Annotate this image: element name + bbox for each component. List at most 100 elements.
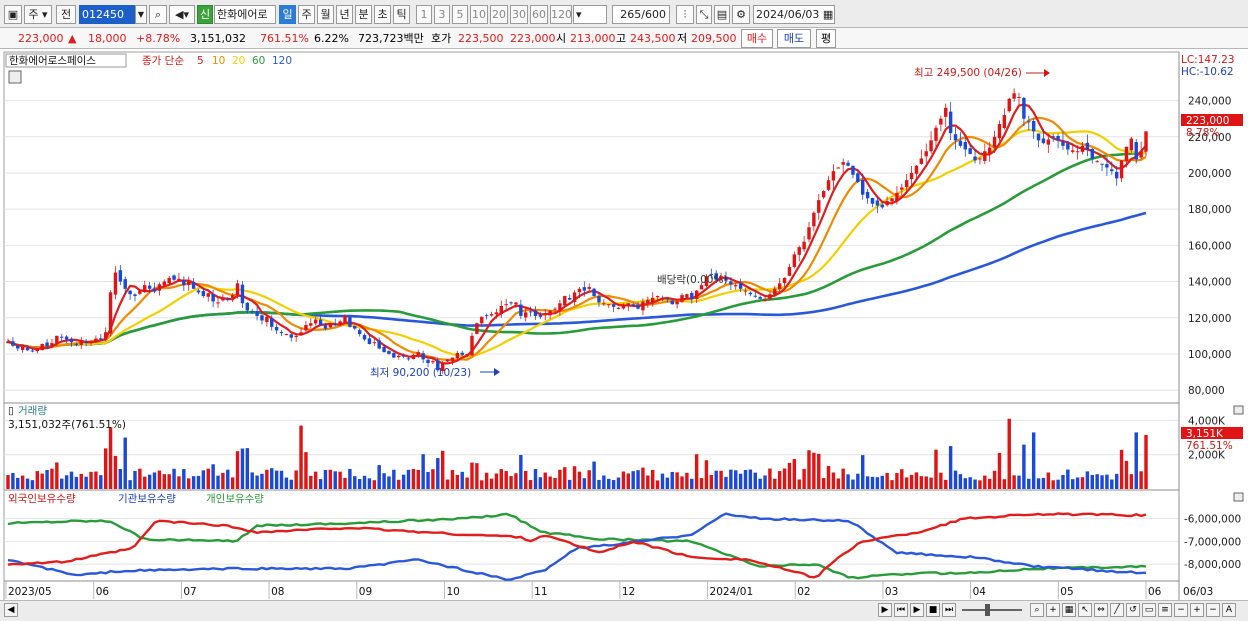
last-page-icon[interactable]: ⏭	[942, 603, 956, 617]
period-tab[interactable]: 년	[336, 5, 353, 24]
institution-holdings-line	[7, 512, 1147, 582]
candle-body	[861, 179, 865, 195]
gear-icon[interactable]: ⚙	[732, 5, 750, 24]
grid-icon[interactable]: ▦	[1062, 603, 1076, 617]
volume-bar	[519, 454, 523, 489]
ma-10-label: 10	[212, 55, 225, 67]
count-field[interactable]: 265/600	[612, 5, 670, 24]
stock-code-input[interactable]: 012450	[79, 5, 135, 24]
interval-button[interactable]: 3	[434, 5, 450, 24]
volume-bar	[777, 471, 782, 489]
volume-bar	[904, 477, 909, 489]
volume-bar	[294, 470, 298, 489]
volume-bar	[157, 470, 162, 489]
sell-button[interactable]: 매도	[777, 29, 811, 48]
save-icon[interactable]: ▤	[714, 5, 730, 24]
zoom-slider-track[interactable]	[962, 609, 1022, 611]
holdings-panel-close-icon[interactable]	[1233, 492, 1244, 502]
candle-body	[167, 277, 171, 284]
zoom-in-icon[interactable]: ⌕	[1030, 603, 1044, 617]
interval-button[interactable]: 1	[416, 5, 432, 24]
date-field[interactable]: 2024/06/03 ▦	[753, 5, 835, 24]
eval-button[interactable]: 평	[816, 29, 836, 48]
candle-body	[64, 336, 69, 340]
volume-bar	[69, 471, 74, 489]
candle-type-icon[interactable]: ⫶	[676, 5, 694, 24]
font-size-icon[interactable]: A	[1222, 603, 1236, 617]
ma-60-line	[7, 151, 1147, 349]
zoom-minus-icon[interactable]: −	[1174, 603, 1188, 617]
volume-bar	[470, 462, 474, 489]
annotation-low-arrowhead	[494, 368, 500, 376]
search-icon[interactable]: ⌕	[149, 5, 167, 24]
candle-body	[524, 312, 528, 318]
candle-body	[777, 283, 782, 290]
horizontal-scrollbar[interactable]: ◀ ▶ ⏮ ▶ ■ ⏭ ⌕ + ▦ ↖ ⇔ ╱ ↺ ▭ ≡ − + − A	[0, 600, 1248, 621]
volume-panel-close-icon[interactable]	[1233, 405, 1244, 415]
zoom-out-icon[interactable]: −	[1206, 603, 1220, 617]
interval-button[interactable]: 20	[490, 5, 508, 24]
candle-body	[758, 296, 762, 299]
interval-button[interactable]: 30	[510, 5, 528, 24]
period-tab[interactable]: 틱	[393, 5, 410, 24]
fit-icon[interactable]: ⇔	[1094, 603, 1108, 617]
candle-body	[118, 270, 123, 282]
interval-dropdown[interactable]: ▾	[573, 5, 607, 24]
stop-icon[interactable]: ■	[926, 603, 940, 617]
zoom-slider-thumb[interactable]	[985, 604, 990, 616]
volume-bar	[607, 478, 611, 489]
period-tab[interactable]: 월	[317, 5, 334, 24]
volume-bar	[216, 475, 220, 489]
candle-body	[768, 294, 772, 300]
volume-bar	[646, 475, 650, 489]
volume-title: 거래량	[18, 405, 47, 417]
period-tab[interactable]: 주	[298, 5, 315, 24]
volume-bar	[524, 470, 528, 489]
candle-body	[690, 292, 694, 299]
scroll-right-icon[interactable]: ▶	[878, 603, 892, 617]
interval-button[interactable]: 10	[470, 5, 488, 24]
pointer-icon[interactable]: ↖	[1078, 603, 1092, 617]
window-menu-icon[interactable]: ▣	[4, 5, 22, 24]
period-tab[interactable]: 일	[279, 5, 296, 24]
candle-body	[421, 353, 425, 360]
speaker-icon[interactable]: ◀▾	[169, 5, 195, 24]
type-select[interactable]: 주 ▾	[24, 5, 52, 24]
volume-bar	[734, 470, 738, 489]
candle-body	[40, 343, 44, 351]
x-tail-label: 06/03	[1183, 586, 1213, 598]
legend-institution: 기관보유수량	[118, 493, 176, 505]
calendar-icon[interactable]: ▦	[822, 8, 834, 21]
volume-bar	[372, 480, 377, 489]
play-icon[interactable]: ▶	[910, 603, 924, 617]
stock-title-box[interactable]	[5, 53, 127, 68]
period-tab[interactable]: 초	[374, 5, 391, 24]
code-dropdown-icon[interactable]: ▼	[135, 5, 147, 24]
first-page-icon[interactable]: ⏮	[894, 603, 908, 617]
zoom-plus-icon[interactable]: +	[1190, 603, 1204, 617]
table-icon[interactable]	[8, 70, 22, 84]
align-icon[interactable]: ≡	[1158, 603, 1172, 617]
drawing-tools-icon[interactable]: ⤡	[696, 5, 712, 24]
crosshair-icon[interactable]: +	[1046, 603, 1060, 617]
period-tab[interactable]: 분	[355, 5, 372, 24]
interval-button[interactable]: 120	[550, 5, 572, 24]
prev-button[interactable]: 전	[56, 5, 76, 24]
candle-body	[99, 338, 103, 340]
line-tool-icon[interactable]: ╱	[1110, 603, 1124, 617]
scroll-left-icon[interactable]: ◀	[4, 603, 18, 617]
volume-bar	[621, 471, 626, 489]
interval-button[interactable]: 60	[530, 5, 548, 24]
candle-body	[416, 352, 420, 356]
quote-bar: 223,000 ▲ 18,000 +8.78% 3,151,032 761.51…	[0, 28, 1248, 49]
candle-body	[904, 180, 909, 188]
reset-icon[interactable]: ↺	[1126, 603, 1140, 617]
buy-button[interactable]: 매수	[741, 29, 773, 48]
interval-button[interactable]: 5	[452, 5, 468, 24]
x-tick-label: 05	[1060, 586, 1073, 598]
volume-bar	[74, 476, 79, 489]
panel-icon[interactable]: ▭	[1142, 603, 1156, 617]
candle-body	[465, 353, 469, 356]
